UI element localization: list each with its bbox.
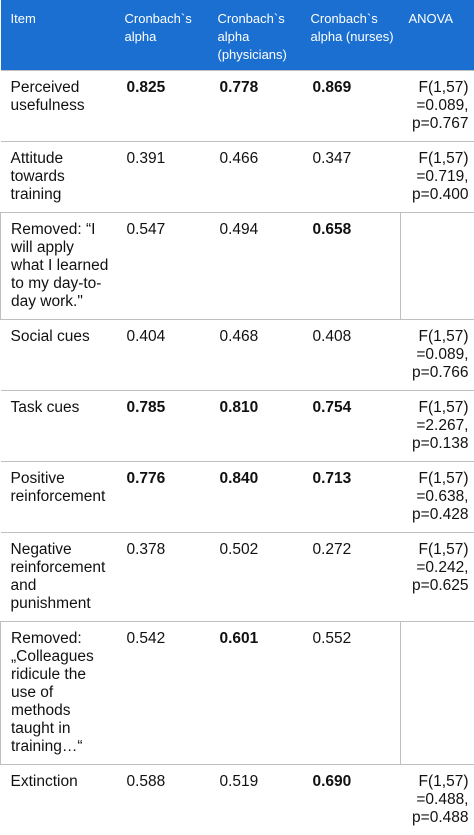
item-cell: Perceived usefulness [1,71,115,142]
alpha-physicians-cell: 0.502 [208,533,301,622]
table-row: Perceived usefulness 0.825 0.778 0.869 F… [1,71,474,142]
alpha-physicians-cell: 0.494 [208,213,301,320]
anova-cell: F(1,57) =0.638, p=0.428 [401,462,474,533]
header-alpha-physicians: Cronbach`s alpha (physicians) [208,0,301,71]
item-cell: Attitude towards training [1,142,115,213]
item-cell: Extinction [1,765,115,835]
item-cell: Negative reinforcement and punishment [1,533,115,622]
anova-cell: F(1,57) =0.719, p=0.400 [401,142,474,213]
alpha-nurses-cell: 0.552 [301,622,401,765]
header-anova: ANOVA [401,0,474,71]
alpha-nurses-cell: 0.408 [301,320,401,391]
table-row: Extinction 0.588 0.519 0.690 F(1,57) =0.… [1,765,474,835]
alpha-physicians-cell: 0.840 [208,462,301,533]
alpha-cell: 0.588 [115,765,208,835]
alpha-physicians-cell: 0.778 [208,71,301,142]
alpha-nurses-cell: 0.272 [301,533,401,622]
alpha-cell: 0.378 [115,533,208,622]
anova-cell-empty [401,213,474,320]
alpha-nurses-cell: 0.869 [301,71,401,142]
alpha-physicians-cell: 0.519 [208,765,301,835]
table-row-removed: Removed: „Colleagues ridicule the use of… [1,622,474,765]
item-cell: Removed: „Colleagues ridicule the use of… [1,622,115,765]
alpha-cell: 0.404 [115,320,208,391]
alpha-cell: 0.547 [115,213,208,320]
alpha-physicians-cell: 0.468 [208,320,301,391]
alpha-cell: 0.776 [115,462,208,533]
item-cell: Social cues [1,320,115,391]
alpha-cell: 0.542 [115,622,208,765]
alpha-nurses-cell: 0.754 [301,391,401,462]
header-alpha-nurses: Cronbach`s alpha (nurses) [301,0,401,71]
alpha-physicians-cell: 0.466 [208,142,301,213]
header-alpha: Cronbach`s alpha [115,0,208,71]
alpha-nurses-cell: 0.713 [301,462,401,533]
alpha-nurses-cell: 0.658 [301,213,401,320]
anova-cell-empty [401,622,474,765]
table-row: Task cues 0.785 0.810 0.754 F(1,57) =2.2… [1,391,474,462]
anova-cell: F(1,57) =0.488, p=0.488 [401,765,474,835]
anova-cell: F(1,57) =2.267, p=0.138 [401,391,474,462]
table-row: Negative reinforcement and punishment 0.… [1,533,474,622]
table-row: Attitude towards training 0.391 0.466 0.… [1,142,474,213]
anova-cell: F(1,57) =0.089, p=0.767 [401,71,474,142]
alpha-cell: 0.825 [115,71,208,142]
anova-cell: F(1,57) =0.242, p=0.625 [401,533,474,622]
table-row: Social cues 0.404 0.468 0.408 F(1,57) =0… [1,320,474,391]
alpha-nurses-cell: 0.690 [301,765,401,835]
item-cell: Removed: “I will apply what I learned to… [1,213,115,320]
anova-cell: F(1,57) =0.089, p=0.766 [401,320,474,391]
header-row: Item Cronbach`s alpha Cronbach`s alpha (… [1,0,474,71]
table-row: Positive reinforcement 0.776 0.840 0.713… [1,462,474,533]
alpha-cell: 0.785 [115,391,208,462]
alpha-physicians-cell: 0.601 [208,622,301,765]
alpha-nurses-cell: 0.347 [301,142,401,213]
alpha-cell: 0.391 [115,142,208,213]
item-cell: Positive reinforcement [1,462,115,533]
table-row-removed: Removed: “I will apply what I learned to… [1,213,474,320]
header-item: Item [1,0,115,71]
item-cell: Task cues [1,391,115,462]
alpha-physicians-cell: 0.810 [208,391,301,462]
